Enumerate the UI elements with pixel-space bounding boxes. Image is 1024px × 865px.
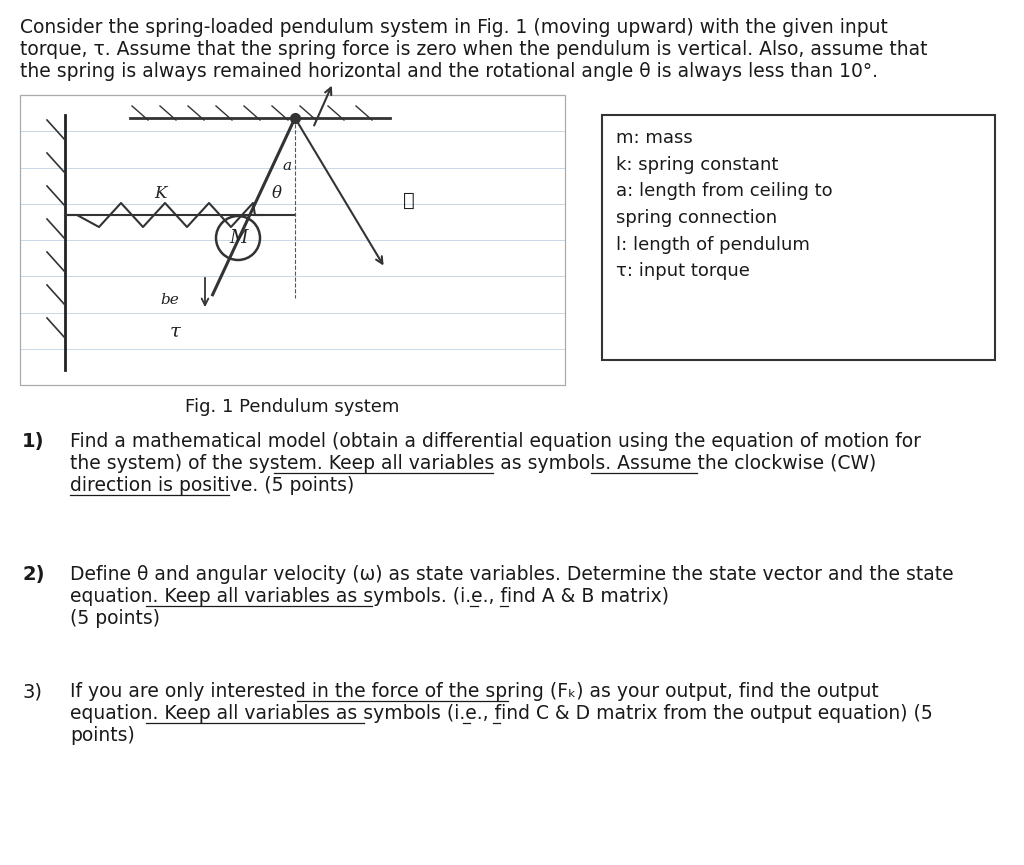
Bar	[602, 115, 995, 360]
Text: 3): 3)	[22, 682, 42, 701]
Text: τ: τ	[170, 323, 180, 341]
Text: K: K	[154, 184, 166, 202]
Text: M: M	[228, 229, 247, 247]
Text: Define θ and angular velocity (ω) as state variables. Determine the state vector: Define θ and angular velocity (ω) as sta…	[70, 565, 953, 584]
Text: the spring is always remained horizontal and the rotational angle θ is always le: the spring is always remained horizontal…	[20, 62, 878, 81]
Text: m: mass
k: spring constant
a: length from ceiling to
spring connection
l: length: m: mass k: spring constant a: length fro…	[616, 129, 833, 280]
Text: (5 points): (5 points)	[70, 609, 160, 628]
Text: Find a mathematical model (obtain a differential equation using the equation of : Find a mathematical model (obtain a diff…	[70, 432, 921, 451]
Text: 1): 1)	[22, 432, 44, 451]
Text: 2): 2)	[22, 565, 44, 584]
Text: torque, τ. Assume that the spring force is zero when the pendulum is vertical. A: torque, τ. Assume that the spring force …	[20, 40, 928, 59]
Text: a: a	[283, 159, 292, 173]
Text: Consider the spring-loaded pendulum system in Fig. 1 (moving upward) with the gi: Consider the spring-loaded pendulum syst…	[20, 18, 888, 37]
Text: be: be	[161, 293, 179, 307]
Text: ℓ: ℓ	[403, 191, 415, 209]
Text: equation. Keep all variables as symbols (i.e., find C & D matrix from the output: equation. Keep all variables as symbols …	[70, 704, 933, 723]
Text: θ: θ	[272, 184, 282, 202]
Text: direction is positive. (5 points): direction is positive. (5 points)	[70, 476, 354, 495]
Bar	[20, 95, 565, 385]
Text: points): points)	[70, 726, 135, 745]
Text: Fig. 1 Pendulum system: Fig. 1 Pendulum system	[185, 398, 399, 416]
Text: the system) of the system. Keep all variables as symbols. Assume the clockwise (: the system) of the system. Keep all vari…	[70, 454, 877, 473]
Text: equation. Keep all variables as symbols. (i.e., find A & B matrix): equation. Keep all variables as symbols.…	[70, 587, 669, 606]
Text: If you are only interested in the force of the spring (Fₖ) as your output, find : If you are only interested in the force …	[70, 682, 879, 701]
